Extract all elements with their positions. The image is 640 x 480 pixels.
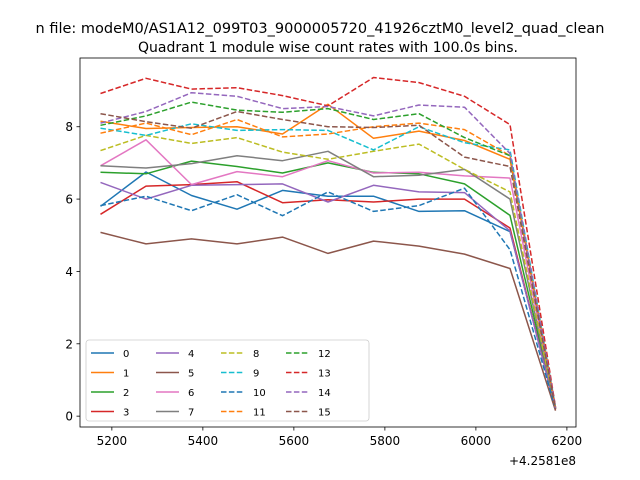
series-line-12 xyxy=(100,101,557,409)
legend-label-12: 12 xyxy=(318,349,331,360)
legend-label-10: 10 xyxy=(253,388,266,399)
legend-label-8: 8 xyxy=(253,349,259,360)
chart-title: Quadrant 1 module wise count rates with … xyxy=(138,40,518,56)
legend-label-7: 7 xyxy=(188,408,194,419)
legend-label-0: 0 xyxy=(123,349,129,360)
x-tick-label: 5600 xyxy=(279,434,310,448)
plot-area: 5200 5400 5600 5800 6000 6200 +4.2581e8 0 2 4 6 8 0 1… xyxy=(65,57,583,468)
series-line-5 xyxy=(100,231,557,411)
series-line-1 xyxy=(100,103,557,410)
legend-label-2: 2 xyxy=(123,388,129,399)
legend-label-4: 4 xyxy=(188,349,194,360)
x-tick-label: 6200 xyxy=(552,434,583,448)
legend-label-13: 13 xyxy=(318,369,331,380)
y-tick-label: 0 xyxy=(65,410,73,424)
axes-frame xyxy=(79,57,577,428)
series-line-0 xyxy=(100,171,557,408)
y-tick-label: 4 xyxy=(65,265,73,279)
legend-label-9: 9 xyxy=(253,369,259,380)
series-line-4 xyxy=(100,181,557,410)
legend-frame xyxy=(85,339,370,422)
legend-label-1: 1 xyxy=(123,369,129,380)
series-line-6 xyxy=(100,139,557,409)
x-tick-label: 5400 xyxy=(188,434,219,448)
legend-label-6: 6 xyxy=(188,388,194,399)
y-tick-label: 2 xyxy=(65,337,73,351)
x-offset-label: +4.2581e8 xyxy=(509,454,576,468)
x-tick-label: 5800 xyxy=(370,434,401,448)
series-line-9 xyxy=(100,123,557,408)
legend-label-5: 5 xyxy=(188,369,194,380)
suptitle: n file: modeM0/AS1A12_099T03_9000005720_… xyxy=(36,21,605,37)
y-tick-label: 8 xyxy=(65,120,73,134)
legend-label-3: 3 xyxy=(123,408,129,419)
series-line-11 xyxy=(100,118,557,409)
x-tick-label: 6000 xyxy=(461,434,492,448)
series-line-8 xyxy=(100,134,557,409)
series-line-15 xyxy=(100,110,557,410)
legend-label-14: 14 xyxy=(318,388,331,399)
x-tick-label: 5200 xyxy=(97,434,128,448)
series-line-10 xyxy=(100,187,557,410)
series-line-7 xyxy=(100,150,557,410)
legend-label-15: 15 xyxy=(318,408,331,419)
legend-label-11: 11 xyxy=(253,408,266,419)
series-line-14 xyxy=(100,91,557,409)
y-tick-label: 6 xyxy=(65,193,73,207)
